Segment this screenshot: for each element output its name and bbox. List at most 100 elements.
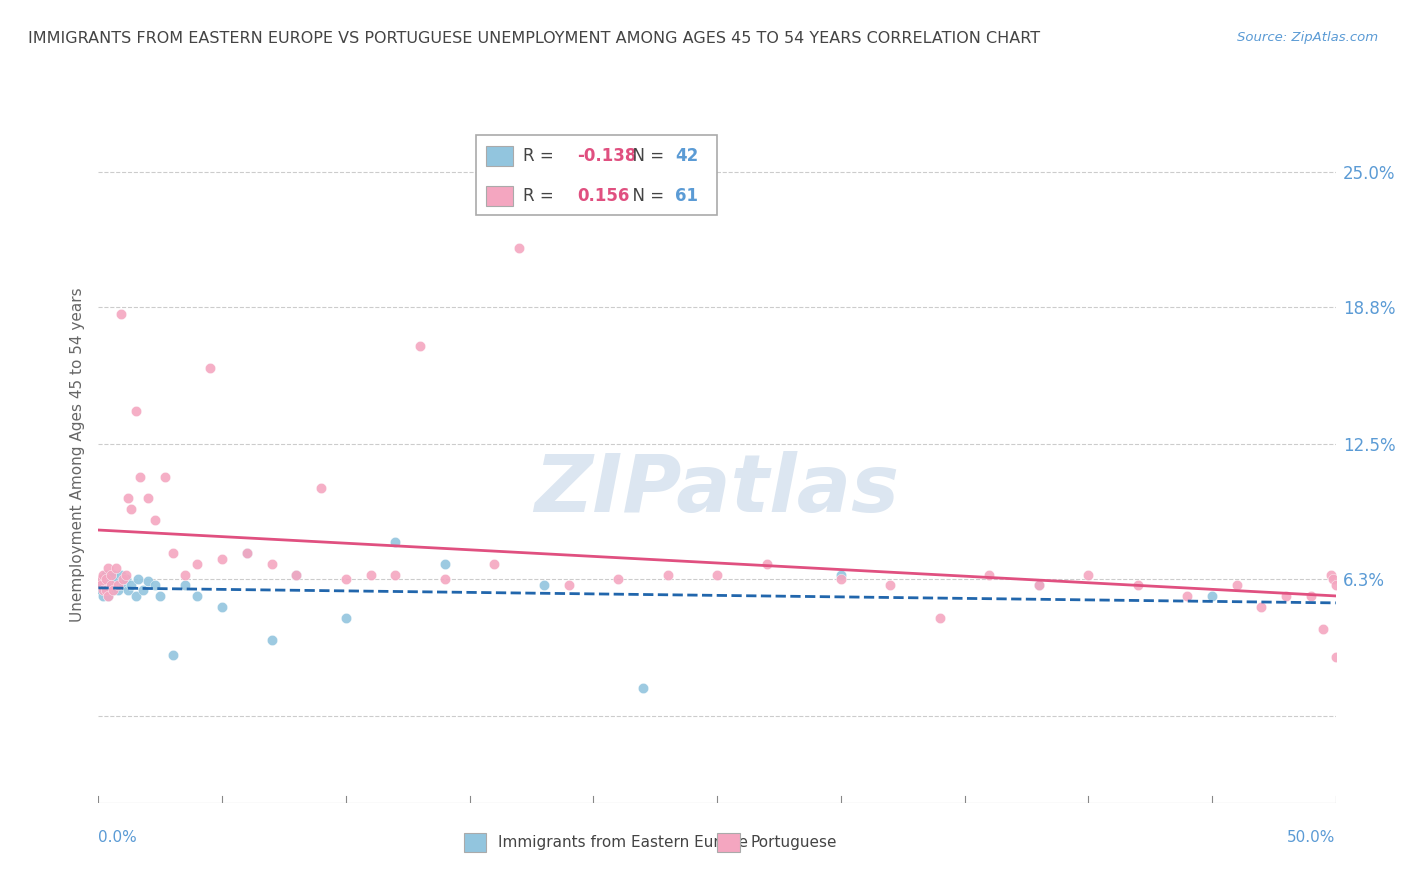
Point bbox=[285, 567, 308, 582]
Text: IMMIGRANTS FROM EASTERN EUROPE VS PORTUGUESE UNEMPLOYMENT AMONG AGES 45 TO 54 YE: IMMIGRANTS FROM EASTERN EUROPE VS PORTUG… bbox=[28, 31, 1040, 46]
Point bbox=[93, 567, 115, 582]
Point bbox=[124, 404, 146, 418]
Point bbox=[211, 600, 233, 615]
Point bbox=[1250, 600, 1272, 615]
Point bbox=[186, 589, 208, 603]
Point bbox=[124, 589, 146, 603]
Point bbox=[1322, 572, 1344, 586]
Point bbox=[1175, 589, 1198, 603]
Point bbox=[1126, 578, 1149, 592]
Point bbox=[484, 557, 506, 571]
FancyBboxPatch shape bbox=[485, 146, 513, 166]
Point bbox=[1226, 578, 1249, 592]
Point bbox=[94, 578, 117, 592]
Point bbox=[335, 572, 357, 586]
Point bbox=[104, 578, 127, 592]
Point bbox=[186, 557, 208, 571]
Point bbox=[90, 578, 112, 592]
Point bbox=[100, 567, 122, 582]
Text: -0.138: -0.138 bbox=[578, 147, 637, 165]
Point bbox=[100, 578, 122, 592]
Point bbox=[631, 681, 654, 695]
Point bbox=[93, 589, 115, 603]
Point bbox=[928, 611, 950, 625]
Point bbox=[103, 567, 125, 582]
Text: Source: ZipAtlas.com: Source: ZipAtlas.com bbox=[1237, 31, 1378, 45]
Point bbox=[260, 632, 283, 647]
Point bbox=[93, 572, 115, 586]
Point bbox=[260, 557, 283, 571]
Text: 42: 42 bbox=[675, 147, 699, 165]
Point bbox=[120, 502, 142, 516]
Point bbox=[979, 567, 1001, 582]
Point bbox=[129, 469, 152, 483]
Point bbox=[110, 567, 132, 582]
Point bbox=[1028, 578, 1050, 592]
Point bbox=[236, 546, 259, 560]
Text: Portuguese: Portuguese bbox=[751, 835, 838, 850]
Y-axis label: Unemployment Among Ages 45 to 54 years: Unemployment Among Ages 45 to 54 years bbox=[69, 287, 84, 623]
Point bbox=[103, 582, 125, 597]
Point bbox=[409, 339, 432, 353]
Point bbox=[433, 572, 456, 586]
Text: R =: R = bbox=[523, 187, 558, 205]
Point bbox=[112, 572, 135, 586]
Point bbox=[533, 578, 555, 592]
Text: N =: N = bbox=[621, 147, 669, 165]
Point bbox=[94, 582, 117, 597]
Point bbox=[117, 491, 139, 506]
Point bbox=[830, 572, 852, 586]
Point bbox=[1077, 567, 1099, 582]
Point bbox=[90, 572, 112, 586]
Point bbox=[149, 589, 172, 603]
Point bbox=[136, 491, 159, 506]
Point bbox=[1312, 622, 1334, 636]
Point bbox=[110, 307, 132, 321]
Point bbox=[879, 578, 901, 592]
Text: 50.0%: 50.0% bbox=[1288, 830, 1336, 845]
Point bbox=[143, 578, 166, 592]
Point bbox=[114, 572, 136, 586]
Point bbox=[143, 513, 166, 527]
Point bbox=[384, 567, 406, 582]
Point bbox=[1275, 589, 1298, 603]
Point bbox=[309, 481, 332, 495]
Point bbox=[607, 572, 630, 586]
Point bbox=[162, 546, 184, 560]
Point bbox=[90, 578, 112, 592]
Point bbox=[1319, 567, 1341, 582]
Point bbox=[1028, 578, 1050, 592]
Point bbox=[97, 561, 120, 575]
Point bbox=[1324, 578, 1347, 592]
Point bbox=[657, 567, 679, 582]
Point bbox=[120, 578, 142, 592]
Point bbox=[127, 572, 149, 586]
Text: R =: R = bbox=[523, 147, 558, 165]
Point bbox=[1324, 650, 1347, 665]
Point bbox=[174, 567, 197, 582]
Point bbox=[830, 567, 852, 582]
Point bbox=[100, 572, 122, 586]
Point bbox=[107, 578, 129, 592]
Point bbox=[706, 567, 728, 582]
FancyBboxPatch shape bbox=[485, 186, 513, 206]
Point bbox=[162, 648, 184, 662]
Point bbox=[755, 557, 778, 571]
Point bbox=[136, 574, 159, 588]
Text: 0.0%: 0.0% bbox=[98, 830, 138, 845]
Point bbox=[97, 589, 120, 603]
Point bbox=[198, 361, 221, 376]
Text: Immigrants from Eastern Europe: Immigrants from Eastern Europe bbox=[498, 835, 748, 850]
Text: ZIPatlas: ZIPatlas bbox=[534, 450, 900, 529]
Point bbox=[114, 567, 136, 582]
Point bbox=[103, 582, 125, 597]
Point bbox=[107, 582, 129, 597]
Text: 0.156: 0.156 bbox=[578, 187, 630, 205]
Point bbox=[104, 561, 127, 575]
Point bbox=[94, 582, 117, 597]
Point bbox=[117, 582, 139, 597]
Point bbox=[90, 582, 112, 597]
Point bbox=[360, 567, 382, 582]
Point bbox=[211, 552, 233, 566]
Point bbox=[1299, 589, 1322, 603]
